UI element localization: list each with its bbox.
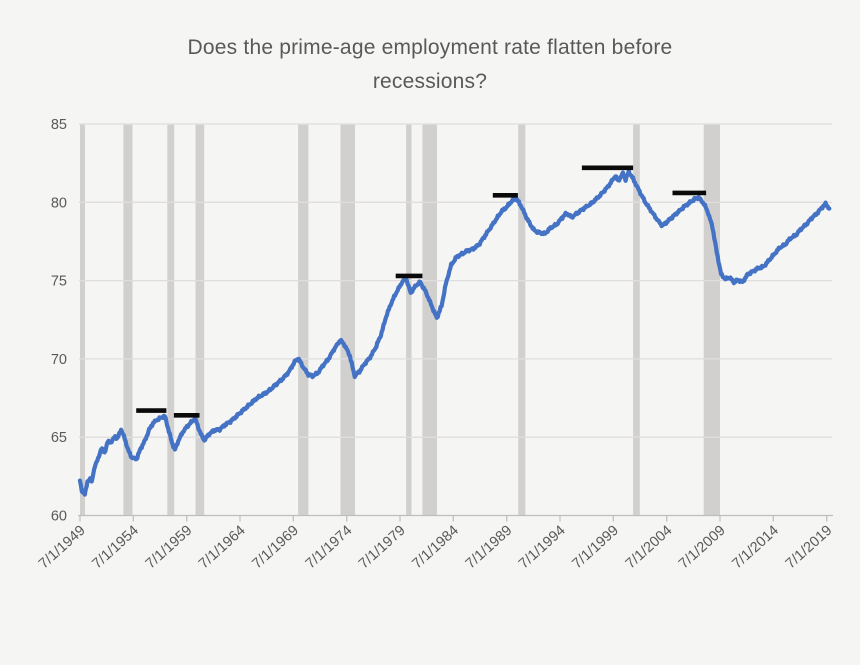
- x-tick-label: 7/1/1954: [89, 523, 142, 573]
- chart-title-line2: recessions?: [372, 70, 488, 93]
- recession-band: [167, 124, 175, 516]
- y-tick-label: 70: [51, 352, 67, 368]
- recession-band: [195, 124, 205, 516]
- x-tick-label: 7/1/1959: [143, 523, 196, 573]
- y-tick-label: 85: [51, 117, 67, 133]
- x-tick-label: 7/1/2004: [623, 523, 676, 573]
- chart-title-line1: Does the prime-age employment rate flatt…: [187, 36, 673, 59]
- recession-band: [80, 124, 85, 516]
- recession-band: [422, 124, 437, 516]
- employment-rate-line: [77, 168, 832, 497]
- x-tick-label: 7/1/2019: [783, 523, 836, 573]
- recession-band: [633, 124, 640, 516]
- y-tick-label: 60: [51, 509, 67, 525]
- x-tick-label: 7/1/1979: [356, 523, 409, 573]
- x-tick-label: 7/1/1989: [463, 523, 516, 573]
- y-tick-label: 65: [51, 430, 67, 446]
- recession-band: [123, 124, 133, 516]
- chart-title: Does the prime-age employment rate flatt…: [0, 31, 860, 99]
- recession-band: [703, 124, 720, 516]
- recession-band: [340, 124, 355, 516]
- recession-band: [518, 124, 526, 516]
- recession-band: [406, 124, 412, 516]
- x-tick-label: 7/1/1999: [569, 523, 622, 573]
- x-tick-label: 7/1/1974: [303, 523, 356, 573]
- x-tick-label: 7/1/1949: [36, 523, 89, 573]
- x-tick-label: 7/1/2014: [729, 523, 782, 573]
- x-tick-label: 7/1/2009: [676, 523, 729, 573]
- y-tick-label: 80: [51, 195, 67, 211]
- x-tick-label: 7/1/1964: [196, 523, 249, 573]
- x-tick-label: 7/1/1969: [249, 523, 302, 573]
- y-tick-label: 75: [51, 274, 67, 290]
- x-tick-label: 7/1/1984: [409, 523, 462, 573]
- x-tick-label: 7/1/1994: [516, 523, 569, 573]
- recession-band: [298, 124, 309, 516]
